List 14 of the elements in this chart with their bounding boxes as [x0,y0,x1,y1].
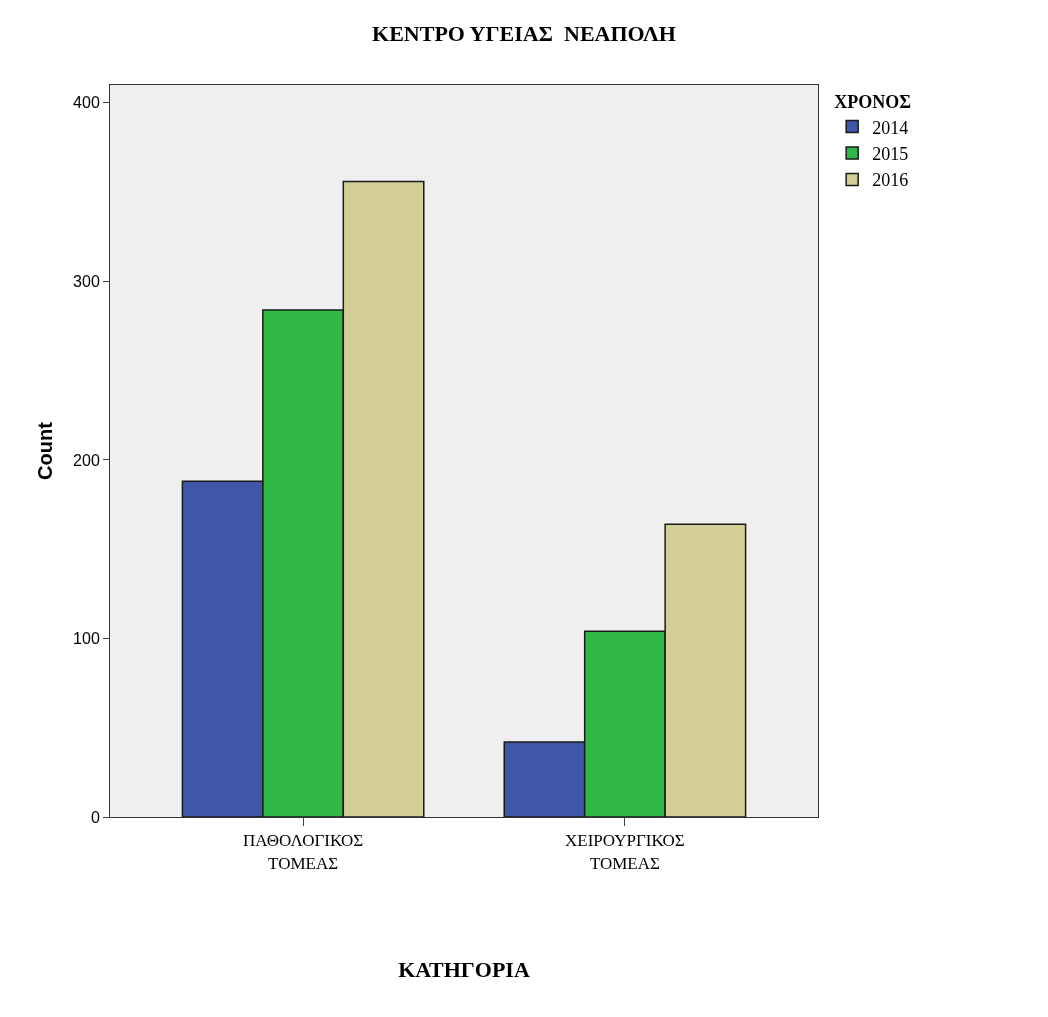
chart-title: ΚΕΝΤΡΟ ΥΓΕΙΑΣ ΝΕΑΠΟΛΗ [372,20,676,46]
y-tick-label: 0 [90,808,100,826]
legend-label: 2016 [872,170,909,191]
legend-label: 2015 [872,144,909,165]
y-tick-label: 200 [73,451,100,469]
legend-label: 2014 [872,117,909,138]
y-tick-label: 400 [73,94,100,112]
y-tick-label: 300 [73,272,100,290]
legend-title: ΧΡΟΝΟΣ [834,92,911,113]
y-axis-title: Count [33,421,56,480]
y-tick-label: 100 [73,630,100,648]
x-tick-label: ΠΑΘΟΛΟΓΙΚΟΣ ΤΟΜΕΑΣ [242,831,364,873]
x-axis-title: ΚΑΤΗΓΟΡΙΑ [398,957,530,983]
x-tick-label: ΧΕΙΡΟΥΡΓΙΚΟΣ ΤΟΜΕΑΣ [565,831,685,873]
